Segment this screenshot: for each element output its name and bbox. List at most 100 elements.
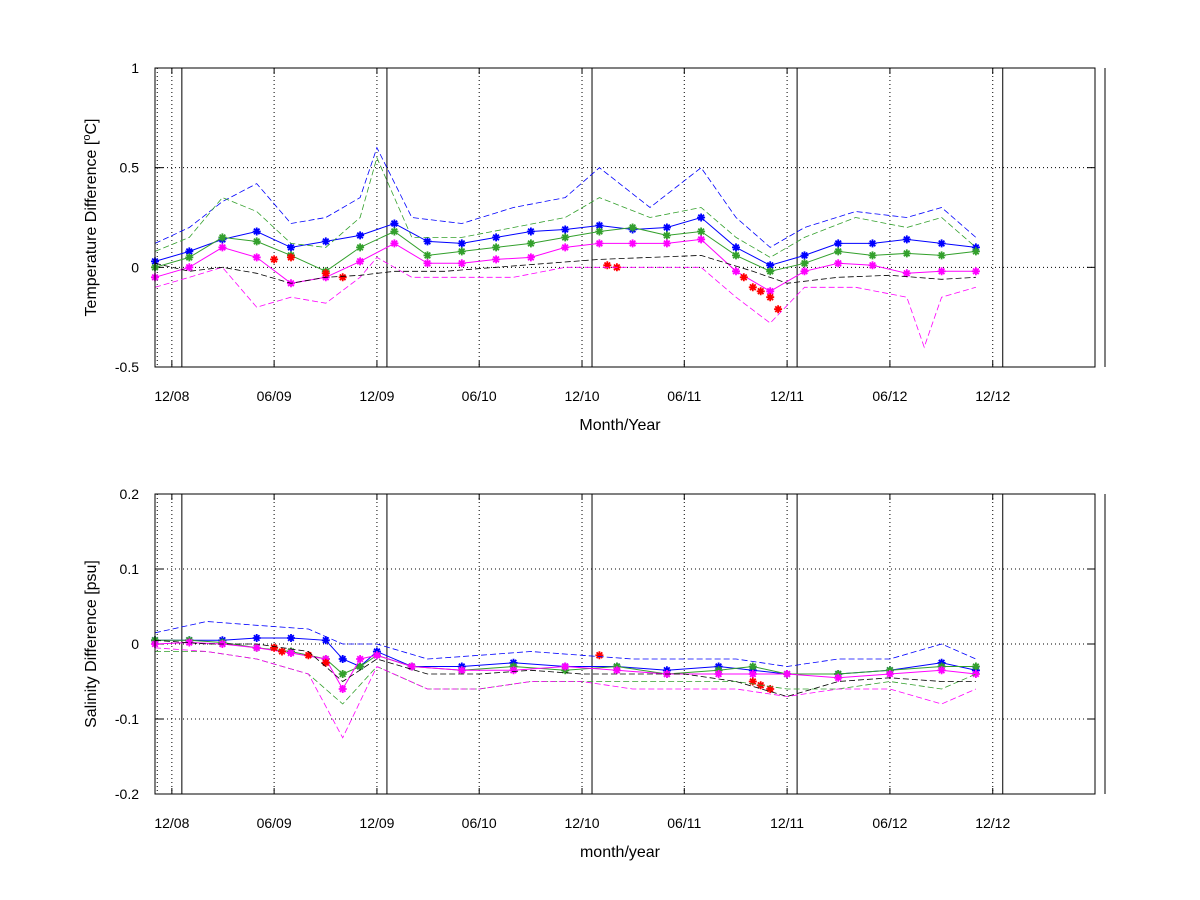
- series-3-point: [561, 243, 570, 252]
- series-8-line: [154, 254, 976, 284]
- series-4-point: [756, 287, 765, 296]
- x-tick-label: 06/10: [462, 815, 497, 831]
- series-4-point: [748, 283, 757, 292]
- plot-frame: [154, 67, 1096, 368]
- series-1-point: [902, 235, 911, 244]
- series-1-point: [595, 221, 604, 230]
- series-5-line: [154, 621, 977, 667]
- series-3-point: [423, 259, 432, 268]
- x-tick-label: 12/12: [975, 388, 1010, 404]
- series-1-point: [937, 239, 946, 248]
- series-3-point: [526, 253, 535, 262]
- series-7-line: [154, 256, 977, 349]
- series-1-point: [356, 231, 365, 240]
- x-tick-label: 12/12: [975, 815, 1010, 831]
- series-4-point: [338, 273, 347, 282]
- series-2-point: [800, 259, 809, 268]
- series-4-point: [287, 253, 295, 262]
- series-7-line: [154, 647, 977, 739]
- y-tick-label: 0.1: [120, 561, 140, 577]
- y-tick-label: 0: [131, 636, 139, 652]
- series-1-point: [492, 233, 501, 242]
- y-tick-label: -0.2: [115, 786, 139, 802]
- series-4-point: [766, 293, 775, 302]
- series-1-point: [697, 213, 706, 222]
- series-3-point: [338, 685, 347, 693]
- series-3-point: [390, 239, 399, 248]
- series-3-point: [732, 267, 740, 276]
- series-3-point: [937, 267, 946, 276]
- series-1-point: [390, 219, 399, 228]
- series-2-point: [492, 243, 501, 252]
- series-3-point: [697, 235, 706, 244]
- y-axis-label: Temperature Difference [oC]: [81, 119, 100, 317]
- series-2-point: [595, 227, 604, 236]
- series-4-point: [595, 651, 604, 660]
- series-2-point: [971, 662, 980, 671]
- series-3-point: [372, 651, 381, 660]
- series-1-point: [766, 261, 775, 270]
- series-3-point: [218, 243, 227, 252]
- x-tick-label: 12/08: [154, 388, 189, 404]
- x-tick-label: 06/11: [667, 388, 701, 404]
- series-2-point: [218, 233, 227, 242]
- series-3-point: [885, 670, 894, 678]
- series-4-point: [766, 685, 775, 693]
- x-tick-label: 12/10: [564, 388, 599, 404]
- x-tick-label: 06/12: [872, 388, 907, 404]
- series-2-point: [902, 249, 911, 258]
- series-3-point: [800, 267, 809, 276]
- series-8-line: [154, 639, 976, 697]
- panel-1: 12/08 06/09 12/09 06/10 12/10 06/11 12/11 06/12…: [81, 60, 1106, 434]
- series-4-point: [739, 273, 748, 282]
- x-axis-label: Month/Year: [579, 417, 661, 434]
- series-3-point: [356, 257, 365, 266]
- series-2-point: [526, 239, 535, 248]
- x-tick-label: 06/10: [462, 388, 497, 404]
- series-3-point: [287, 649, 295, 657]
- panel-2: 12/08 06/09 12/09 06/10 12/10 06/11 12/11 06/12…: [83, 486, 1106, 861]
- series-3-point: [509, 666, 518, 675]
- series-1-point: [868, 239, 877, 248]
- series-4-point: [748, 677, 757, 686]
- series-2-point: [868, 251, 877, 260]
- series-2-point: [766, 267, 775, 276]
- series-3-point: [834, 259, 843, 268]
- series-1-point: [252, 634, 261, 642]
- series-3-point: [766, 287, 775, 296]
- series-3-point: [595, 239, 604, 248]
- series-3-point: [714, 670, 723, 678]
- series-2-point: [748, 662, 757, 671]
- series-1-point: [662, 223, 671, 232]
- series-3-point: [492, 255, 501, 264]
- series-2-point: [732, 251, 740, 260]
- series-4-point: [278, 647, 286, 656]
- y-tick-label: 0.2: [120, 486, 140, 502]
- y-tick-label: 1: [131, 60, 139, 76]
- series-2-point: [338, 670, 347, 678]
- series-1-point: [321, 636, 330, 645]
- x-tick-label: 12/11: [770, 815, 804, 831]
- series-3-point: [457, 666, 466, 675]
- x-tick-label: 06/12: [872, 815, 907, 831]
- series-3-point: [937, 666, 946, 675]
- series-2-point: [457, 247, 466, 256]
- x-tick-label: 12/10: [564, 815, 599, 831]
- series-4-point: [270, 255, 279, 264]
- series-3-point: [612, 666, 621, 675]
- series-1-point: [732, 243, 740, 252]
- plot-frame: [154, 493, 1096, 795]
- series-1-point: [457, 239, 466, 248]
- series-1-point: [287, 634, 295, 642]
- y-axis-label-text: Temperature Difference [: [83, 140, 100, 316]
- series-2-point: [697, 227, 706, 236]
- series-3-point: [783, 670, 792, 678]
- series-3-point: [628, 239, 637, 248]
- series-1-point: [423, 237, 432, 246]
- x-tick-label: 12/11: [770, 388, 804, 404]
- series-3-point: [748, 670, 757, 678]
- series-4-point: [603, 261, 612, 270]
- series-1-point: [252, 227, 261, 236]
- x-axis-label: month/year: [580, 844, 661, 861]
